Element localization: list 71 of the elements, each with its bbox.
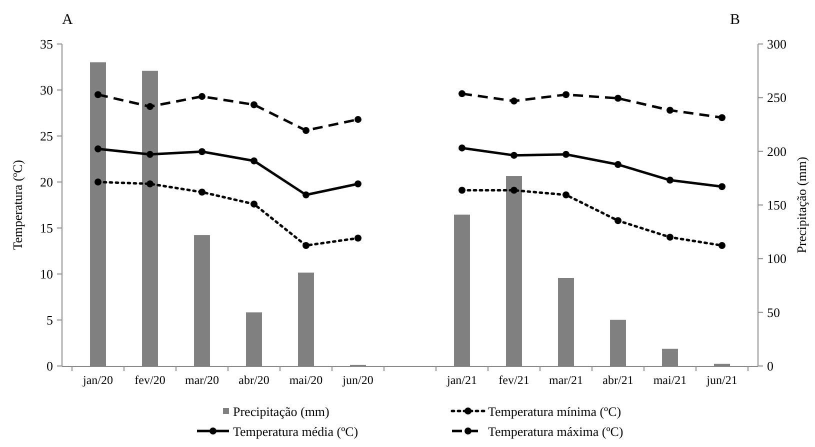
point — [146, 103, 154, 110]
x-tick-label: abr/21 — [602, 373, 634, 387]
text: B — [730, 12, 740, 28]
legend-label: Temperatura média (ºC) — [233, 424, 358, 439]
point — [562, 191, 570, 198]
point — [146, 150, 154, 158]
x-tick-label: mai/20 — [289, 373, 323, 387]
x-tick-label: abr/20 — [238, 373, 270, 387]
y-tick-label: 10 — [40, 266, 53, 282]
point — [198, 188, 206, 196]
x-tick-label: jun/20 — [342, 373, 374, 387]
point — [250, 101, 258, 108]
text: A — [62, 12, 73, 28]
point — [510, 186, 518, 194]
point — [614, 94, 622, 102]
point — [198, 92, 206, 100]
point — [510, 152, 518, 159]
y-tick-label: 5 — [46, 312, 53, 328]
x-tick-label: mar/20 — [185, 373, 219, 387]
point — [458, 90, 466, 98]
legend-label: Temperatura máxima (ºC) — [488, 424, 624, 439]
point — [510, 98, 518, 105]
y-tick-label: 35 — [40, 36, 53, 52]
y2-tick-label: 300 — [767, 36, 786, 52]
y2-tick-label: 250 — [767, 90, 786, 106]
point — [614, 161, 622, 168]
point — [94, 178, 102, 186]
point — [718, 183, 726, 190]
y-tick-label: 20 — [40, 174, 53, 190]
point — [94, 145, 102, 152]
x-tick-label: mai/21 — [653, 373, 687, 387]
point — [302, 191, 310, 198]
x-tick-label: jun/21 — [706, 373, 738, 387]
y2-axis-title: Precipitação (mm) — [794, 156, 809, 254]
point — [562, 91, 570, 98]
y2-tick-label: 100 — [767, 251, 786, 266]
y-axis-title: Temperatura (ºC) — [10, 160, 25, 250]
y-tick-label: 0 — [46, 358, 53, 374]
point — [666, 106, 674, 114]
point — [146, 180, 154, 188]
point — [458, 144, 466, 152]
point — [718, 242, 726, 249]
point — [666, 234, 674, 241]
y2-tick-label: 50 — [767, 304, 780, 320]
point — [354, 116, 362, 123]
point — [94, 91, 102, 98]
x-tick-label: mar/21 — [549, 373, 583, 387]
y-tick-label: 15 — [40, 220, 53, 236]
point — [666, 176, 674, 184]
legend-label: Temperatura mínima (ºC) — [488, 404, 622, 419]
point — [458, 186, 466, 194]
point — [718, 114, 726, 122]
point — [302, 242, 310, 249]
point — [302, 126, 310, 134]
y-tick-label: 25 — [40, 128, 53, 144]
x-tick-label: fev/21 — [498, 373, 530, 387]
point — [198, 148, 206, 156]
x-tick-label: jan/20 — [82, 373, 113, 387]
point — [614, 217, 622, 224]
point — [354, 234, 362, 242]
point — [354, 180, 362, 188]
y2-tick-label: 200 — [767, 144, 786, 159]
x-tick-label: fev/20 — [134, 373, 166, 387]
y-tick-label: 30 — [40, 82, 53, 98]
y2-tick-label: 0 — [767, 358, 774, 374]
point — [250, 157, 258, 164]
x-tick-label: jan/21 — [446, 373, 477, 387]
point — [250, 200, 258, 208]
legend-label: Precipitação (mm) — [233, 404, 330, 419]
y2-tick-label: 150 — [767, 198, 786, 212]
point — [562, 150, 570, 158]
